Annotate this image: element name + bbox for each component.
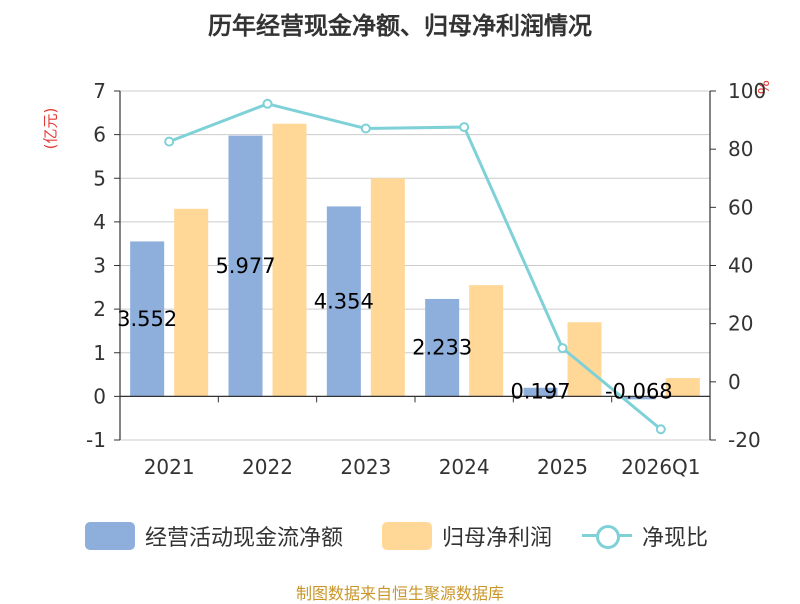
left-tick-label: 0 xyxy=(93,384,106,408)
net-profit-bar xyxy=(469,285,504,397)
cashflow-bar xyxy=(228,135,263,397)
cashflow-bar xyxy=(621,396,656,400)
left-tick-label: 6 xyxy=(93,123,106,147)
bars xyxy=(130,123,700,400)
chart-title: 历年经营现金净额、归母净利润情况 xyxy=(208,12,592,40)
x-tick-label: 2025 xyxy=(537,455,588,479)
cashflow-bar xyxy=(425,298,460,397)
cashflow-data-label: 5.977 xyxy=(215,254,275,278)
data-labels: 3.552 5.977 4.354 2.233 0.197 -0.068 xyxy=(117,254,673,403)
net-profit-bar xyxy=(665,378,700,397)
ratio-line-path xyxy=(168,102,662,431)
left-tick-label: -1 xyxy=(86,428,106,452)
legend-label-net-profit: 归母净利润 xyxy=(442,526,553,551)
legend-item-ratio[interactable]: 净现比 xyxy=(582,516,708,556)
ratio-point xyxy=(459,122,470,133)
legend-item-net-profit[interactable]: 归母净利润 xyxy=(382,516,552,556)
right-tick-label: 100 xyxy=(728,79,766,103)
left-tick-label: 1 xyxy=(93,341,106,365)
x-tick-label: 2023 xyxy=(340,455,391,479)
net-profit-bar xyxy=(272,123,307,397)
right-tick-label: 60 xyxy=(728,195,753,219)
legend: 经营活动现金流净额 归母净利润 净现比 xyxy=(0,516,800,556)
left-tick-label: 3 xyxy=(93,254,106,278)
right-tick-label: 40 xyxy=(728,254,753,278)
net-profit-bar xyxy=(567,322,602,397)
right-tick-label: 20 xyxy=(728,312,753,336)
left-tick-label: 4 xyxy=(93,210,106,234)
cashflow-data-label: 3.552 xyxy=(117,307,177,331)
x-tick-label: 2022 xyxy=(242,455,293,479)
cashflow-data-label: 2.233 xyxy=(412,336,472,360)
ratio-point xyxy=(262,98,273,109)
legend-label-ratio: 净现比 xyxy=(642,526,709,551)
left-tick-label: 5 xyxy=(93,166,106,190)
ratio-point xyxy=(360,123,371,134)
x-tick-label: 2026Q1 xyxy=(621,455,700,479)
left-tick-label: 7 xyxy=(93,79,106,103)
cashflow-data-label: -0.068 xyxy=(605,379,673,403)
chart-plot: -1 0 1 2 3 4 5 6 7 -20 0 20 40 60 80 100 2021 2022 2023 202… xyxy=(86,79,766,479)
ratio-line xyxy=(164,98,666,435)
x-tick-label: 2024 xyxy=(439,455,490,479)
legend-label-cashflow: 经营活动现金流净额 xyxy=(145,526,344,551)
cashflow-data-label: 0.197 xyxy=(510,379,570,403)
left-tick-label: 2 xyxy=(93,297,106,321)
right-tick-label: -20 xyxy=(728,428,761,452)
right-tick-label: 80 xyxy=(728,137,753,161)
ratio-point xyxy=(655,424,666,435)
cashflow-bar xyxy=(326,206,361,397)
legend-swatch-ratio xyxy=(582,522,632,550)
legend-item-cashflow[interactable]: 经营活动现金流净额 xyxy=(85,516,343,556)
ratio-point xyxy=(164,136,175,147)
cashflow-data-label: 4.354 xyxy=(314,289,374,313)
axes: -1 0 1 2 3 4 5 6 7 -20 0 20 40 60 80 100 2021 2022 2023 202… xyxy=(86,79,766,479)
data-source-note: 制图数据来自恒生聚源数据库 xyxy=(295,584,504,603)
right-tick-label: 0 xyxy=(728,370,741,394)
cashflow-bar xyxy=(523,387,558,397)
ratio-point xyxy=(557,343,568,354)
net-profit-bar xyxy=(370,178,405,397)
legend-swatch-cashflow xyxy=(85,522,135,550)
legend-swatch-net-profit xyxy=(382,522,432,550)
net-profit-bar xyxy=(174,208,209,397)
cashflow-bar xyxy=(130,241,165,397)
x-tick-label: 2021 xyxy=(144,455,195,479)
